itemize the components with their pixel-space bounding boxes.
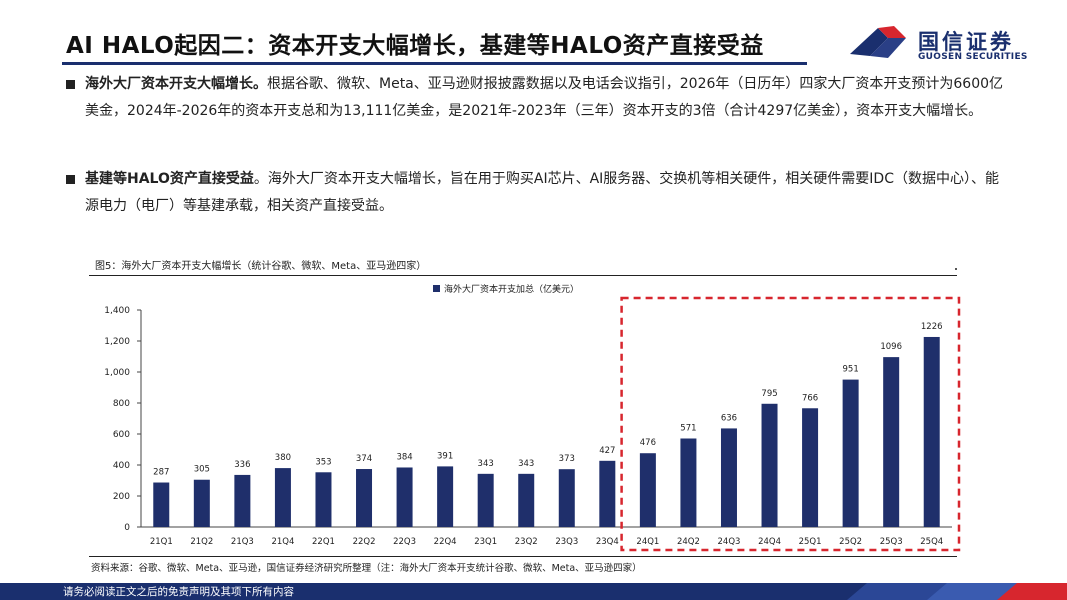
figure-source: 资料来源：谷歌、微软、Meta、亚马逊，国信证券经济研究所整理（注：海外大厂资本…	[91, 563, 642, 574]
bar-value-label: 380	[275, 453, 291, 463]
x-tick-label: 25Q4	[920, 537, 943, 547]
bar-value-label: 343	[478, 459, 494, 469]
bar	[396, 467, 413, 527]
bar	[923, 336, 940, 527]
bar	[883, 357, 900, 527]
bullet-text: 海外大厂资本开支大幅增长。根据谷歌、微软、Meta、亚马逊财报披露数据以及电话会…	[85, 71, 1005, 125]
legend-swatch	[433, 285, 440, 292]
figure-title: 图5：海外大厂资本开支大幅增长（统计谷歌、微软、Meta、亚马逊四家）	[95, 261, 427, 272]
bar	[802, 408, 819, 527]
stray-dot	[955, 268, 957, 270]
figure-bottom-rule	[89, 556, 957, 557]
bar-value-label: 305	[194, 465, 210, 475]
x-tick-label: 23Q2	[515, 537, 538, 547]
x-tick-label: 25Q3	[880, 537, 903, 547]
guosen-logo-icon	[850, 26, 906, 58]
legend-label: 海外大厂资本开支加总（亿美元）	[444, 283, 579, 295]
footer-bar: 请务必阅读正文之后的免责声明及其项下所有内容	[0, 583, 1067, 600]
x-tick-label: 25Q2	[839, 537, 862, 547]
bar-value-label: 287	[153, 468, 169, 478]
x-tick-label: 21Q3	[231, 537, 254, 547]
square-bullet-icon	[66, 175, 75, 184]
y-tick-label: 1,000	[104, 368, 130, 378]
y-tick-label: 600	[113, 430, 130, 440]
page-title: AI HALO起因二：资本开支大幅增长，基建等HALO资产直接受益	[66, 33, 764, 59]
title-underline	[62, 62, 807, 65]
figure-top-rule	[89, 275, 957, 276]
bullet-text: 基建等HALO资产直接受益。海外大厂资本开支大幅增长，旨在用于购买AI芯片、AI…	[85, 166, 1005, 220]
bar-value-label: 766	[802, 393, 818, 403]
x-tick-label: 24Q2	[677, 537, 700, 547]
bar-value-label: 336	[234, 460, 250, 470]
logo-english-name: GUOSEN SECURITIES	[918, 52, 1028, 62]
bullet-lead: 海外大厂资本开支大幅增长。	[85, 76, 267, 92]
bar	[518, 473, 535, 527]
bar-value-label: 1096	[880, 342, 902, 352]
bar	[558, 469, 575, 527]
x-tick-label: 23Q1	[474, 537, 497, 547]
highlight-dashed-box	[620, 296, 961, 552]
x-tick-label: 24Q3	[718, 537, 741, 547]
x-tick-label: 23Q4	[596, 537, 619, 547]
bullet-body: 。海外大厂资本开支大幅增长，旨在用于购买AI芯片、AI服务器、交换机等相关硬件，…	[85, 171, 999, 214]
bar-value-label: 951	[843, 365, 859, 375]
bar	[315, 472, 332, 527]
bar	[234, 474, 251, 527]
y-tick-label: 0	[124, 523, 130, 533]
bar-value-label: 353	[315, 457, 331, 467]
bar	[761, 403, 778, 527]
bar-value-label: 636	[721, 413, 737, 423]
x-tick-label: 25Q1	[799, 537, 822, 547]
bar-value-label: 374	[356, 454, 372, 464]
bar	[639, 453, 656, 527]
bar-value-label: 571	[680, 423, 696, 433]
x-tick-label: 21Q1	[150, 537, 173, 547]
bar-value-label: 343	[518, 459, 534, 469]
x-tick-label: 24Q4	[758, 537, 781, 547]
bar-value-label: 476	[640, 438, 656, 448]
bar	[274, 468, 291, 527]
y-tick-label: 1,200	[104, 337, 130, 347]
bar-value-label: 1226	[921, 322, 943, 332]
bar	[720, 428, 737, 527]
x-tick-label: 21Q2	[190, 537, 213, 547]
bar	[599, 460, 616, 527]
bar	[680, 438, 697, 527]
bar-value-label: 427	[599, 446, 615, 456]
y-tick-label: 400	[113, 461, 130, 471]
x-tick-label: 23Q3	[555, 537, 578, 547]
y-tick-label: 800	[113, 399, 130, 409]
bullet-lead: 基建等HALO资产直接受益	[85, 171, 254, 187]
company-logo: 国信证券 GUOSEN SECURITIES	[848, 24, 1027, 66]
bar-value-label: 373	[559, 454, 575, 464]
bar	[477, 473, 494, 527]
x-tick-label: 21Q4	[271, 537, 294, 547]
bar	[437, 466, 454, 527]
logo-chinese-name: 国信证券	[918, 30, 1014, 54]
footer-disclaimer: 请务必阅读正文之后的免责声明及其项下所有内容	[63, 586, 294, 598]
bar-value-label: 391	[437, 451, 453, 461]
footer-decoration-icon	[847, 583, 1067, 600]
bar	[842, 379, 859, 527]
square-bullet-icon	[66, 80, 75, 89]
bullet-halo-assets: 基建等HALO资产直接受益。海外大厂资本开支大幅增长，旨在用于购买AI芯片、AI…	[66, 166, 1005, 220]
bar	[193, 479, 210, 527]
bar-value-label: 795	[761, 389, 777, 399]
bar	[356, 469, 373, 527]
y-tick-label: 200	[113, 492, 130, 502]
x-tick-label: 22Q2	[353, 537, 376, 547]
bar	[153, 482, 170, 527]
x-tick-label: 22Q1	[312, 537, 335, 547]
x-tick-label: 22Q3	[393, 537, 416, 547]
x-tick-label: 24Q1	[636, 537, 659, 547]
y-tick-label: 1,400	[104, 306, 130, 316]
bullet-body: 根据谷歌、微软、Meta、亚马逊财报披露数据以及电话会议指引，2026年（日历年…	[85, 76, 1004, 119]
bullet-capex-growth: 海外大厂资本开支大幅增长。根据谷歌、微软、Meta、亚马逊财报披露数据以及电话会…	[66, 71, 1005, 125]
x-tick-label: 22Q4	[434, 537, 457, 547]
bar-value-label: 384	[396, 452, 412, 462]
